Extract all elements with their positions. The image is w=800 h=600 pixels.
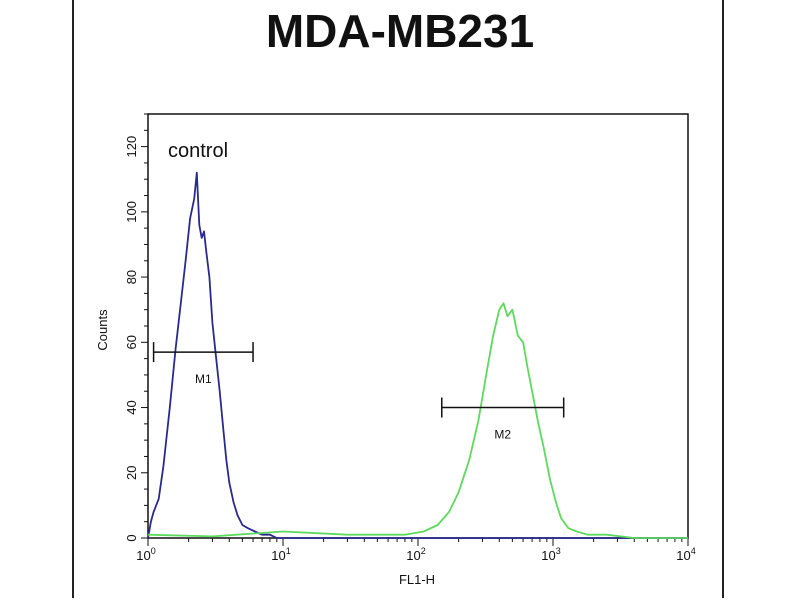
x-tick-label: 101	[271, 546, 290, 563]
x-axis-label: FL1-H	[399, 572, 435, 587]
y-tick-label: 20	[124, 466, 139, 480]
x-tick-label: 100	[136, 546, 155, 563]
series-layer	[147, 171, 688, 539]
y-tick-label: 0	[124, 534, 139, 541]
axes: 0 20 40 60 80 100 120 100 101 102 103 104	[124, 113, 696, 563]
y-tick-label: 120	[124, 136, 139, 158]
x-tick-label: 104	[676, 546, 695, 563]
control-annotation: control	[168, 140, 228, 162]
y-tick-label: 60	[124, 335, 139, 349]
y-axis-label: Counts	[95, 309, 110, 351]
x-tick-label: 103	[541, 546, 560, 563]
y-tick-label: 100	[124, 201, 139, 223]
marker-label-m2: M2	[494, 428, 511, 442]
x-tick-label: 102	[406, 546, 425, 563]
series-line-2	[147, 302, 688, 539]
markers-layer: M1 M2	[152, 342, 565, 442]
y-tick-label: 40	[124, 400, 139, 414]
figure-frame	[72, 0, 724, 598]
marker-label-m1: M1	[195, 372, 212, 386]
labels-layer: Counts FL1-H control	[95, 140, 435, 587]
series-line-1	[147, 171, 688, 539]
chart-title: MDA-MB231	[265, 5, 535, 57]
y-tick-label: 80	[124, 270, 139, 284]
